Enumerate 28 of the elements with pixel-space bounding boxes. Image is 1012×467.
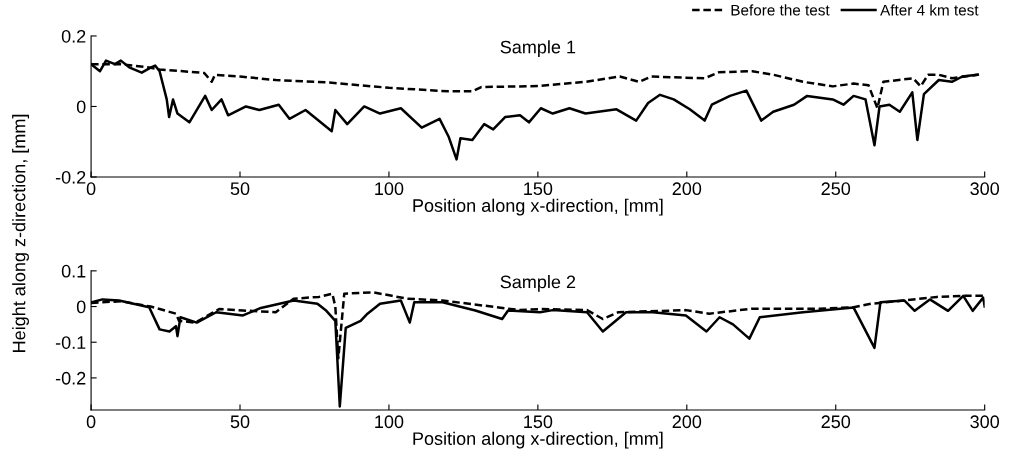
- x-axis-title: Position along x-direction, [mm]: [413, 431, 663, 449]
- y-tick-label: 0: [76, 300, 86, 314]
- y-axis-title: Height along z-direction, [mm]: [12, 114, 29, 352]
- x-tick-label: 0: [86, 415, 96, 429]
- y-tick-label: -0.2: [55, 170, 86, 184]
- x-tick-label: 250: [821, 182, 851, 196]
- chart-title: Sample 2: [500, 275, 576, 292]
- x-tick-label: 300: [970, 182, 1000, 196]
- x-tick-label: 50: [230, 182, 250, 196]
- legend-label: Before the test: [731, 4, 830, 16]
- legend-label: After 4 km test: [880, 4, 979, 16]
- y-tick-label: -0.1: [55, 336, 86, 349]
- y-tick-label: 0: [76, 100, 86, 114]
- y-tick-label: -0.2: [55, 371, 86, 385]
- x-tick-label: 150: [524, 415, 553, 429]
- x-tick-label: 100: [375, 182, 404, 196]
- y-tick-label: 0.1: [61, 264, 86, 278]
- x-tick-label: 50: [230, 415, 250, 429]
- x-tick-label: 300: [970, 415, 1000, 429]
- x-tick-label: 250: [821, 415, 851, 429]
- y-tick-label: 0.2: [61, 29, 86, 43]
- chart-title: Sample 1: [500, 40, 576, 58]
- x-tick-label: 0: [86, 182, 96, 196]
- x-axis-title: Position along x-direction, [mm]: [413, 198, 663, 216]
- x-tick-label: 200: [672, 182, 702, 196]
- x-tick-label: 200: [672, 415, 702, 429]
- x-tick-label: 100: [375, 415, 404, 429]
- x-tick-label: 150: [524, 182, 553, 196]
